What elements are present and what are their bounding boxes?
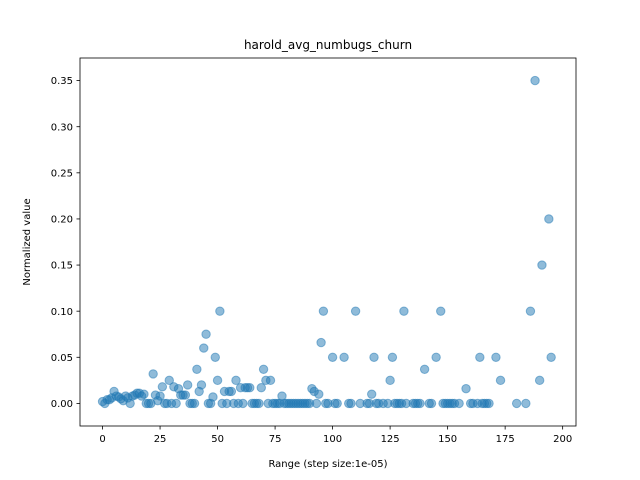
data-point xyxy=(419,364,430,374)
data-point xyxy=(544,214,554,224)
y-tick-label: 0.15 xyxy=(51,261,73,272)
y-tick-label: 0.05 xyxy=(51,353,73,364)
x-axis-label: Range (step size:1e-05) xyxy=(268,459,387,470)
y-tick-label: 0.10 xyxy=(51,307,73,318)
data-point xyxy=(254,398,264,409)
data-point xyxy=(180,390,191,400)
data-point xyxy=(212,375,223,386)
data-point xyxy=(534,375,545,386)
data-point xyxy=(491,352,501,362)
data-point xyxy=(415,398,425,409)
data-point xyxy=(164,375,174,386)
x-tick-label: 125 xyxy=(381,434,400,445)
data-point xyxy=(369,352,379,362)
data-point xyxy=(332,398,342,409)
data-point xyxy=(182,380,193,390)
y-axis: 0.00 0.05 0.10 0.15 0.20 0.25 0.30 0.35 xyxy=(51,76,80,410)
data-point xyxy=(311,398,322,409)
data-point xyxy=(431,352,441,362)
data-point xyxy=(157,382,168,392)
y-tick-label: 0.20 xyxy=(51,215,73,226)
x-axis: 0 25 50 75 100 125 150 175 200 xyxy=(99,426,572,445)
data-point xyxy=(199,343,209,353)
data-point xyxy=(436,306,446,316)
data-point xyxy=(537,260,547,270)
data-point xyxy=(231,375,241,386)
data-point xyxy=(525,306,536,316)
y-tick-label: 0.25 xyxy=(51,168,73,179)
data-point xyxy=(139,389,149,399)
data-point xyxy=(367,389,377,399)
data-point xyxy=(238,398,248,409)
x-tick-label: 100 xyxy=(323,434,342,445)
data-point xyxy=(475,352,485,362)
data-point xyxy=(148,369,158,379)
data-point xyxy=(385,375,395,386)
data-point xyxy=(189,398,200,409)
plot-frame xyxy=(79,57,577,427)
data-point xyxy=(208,392,218,402)
data-point xyxy=(314,389,324,399)
data-point xyxy=(346,398,356,409)
y-tick-label: 0.30 xyxy=(51,122,73,133)
data-point xyxy=(256,383,266,393)
data-point xyxy=(192,364,202,374)
data-point xyxy=(495,375,506,386)
data-point xyxy=(245,383,255,393)
x-tick-label: 200 xyxy=(553,434,572,445)
y-tick-label: 0.00 xyxy=(51,399,73,410)
x-tick-label: 175 xyxy=(496,434,515,445)
x-tick-label: 0 xyxy=(99,434,105,445)
data-point xyxy=(265,375,276,386)
data-point xyxy=(511,398,522,409)
data-point xyxy=(327,352,338,362)
data-point xyxy=(521,398,531,409)
data-point xyxy=(226,386,237,397)
y-axis-label: Normalized value xyxy=(22,198,33,285)
chart-title: harold_avg_numbugs_churn xyxy=(244,38,412,52)
data-point xyxy=(316,337,326,348)
data-point xyxy=(171,398,181,409)
data-point xyxy=(196,380,207,390)
data-point xyxy=(461,383,471,394)
data-point xyxy=(201,329,211,339)
data-point xyxy=(546,352,556,362)
data-point xyxy=(426,398,437,409)
data-point xyxy=(484,398,494,409)
data-point xyxy=(210,352,220,362)
x-tick-label: 75 xyxy=(269,434,282,445)
data-point xyxy=(258,364,269,374)
data-point xyxy=(318,306,329,316)
data-point xyxy=(387,352,398,362)
data-point xyxy=(215,306,225,316)
x-tick-label: 150 xyxy=(438,434,457,445)
x-tick-label: 25 xyxy=(154,434,167,445)
data-point xyxy=(530,75,540,86)
data-point xyxy=(454,398,464,409)
data-points xyxy=(97,75,556,409)
data-point xyxy=(339,352,349,362)
x-tick-label: 50 xyxy=(211,434,224,445)
data-point xyxy=(399,306,409,316)
data-point xyxy=(350,306,361,316)
y-tick-label: 0.35 xyxy=(51,76,73,87)
data-point xyxy=(155,391,165,401)
